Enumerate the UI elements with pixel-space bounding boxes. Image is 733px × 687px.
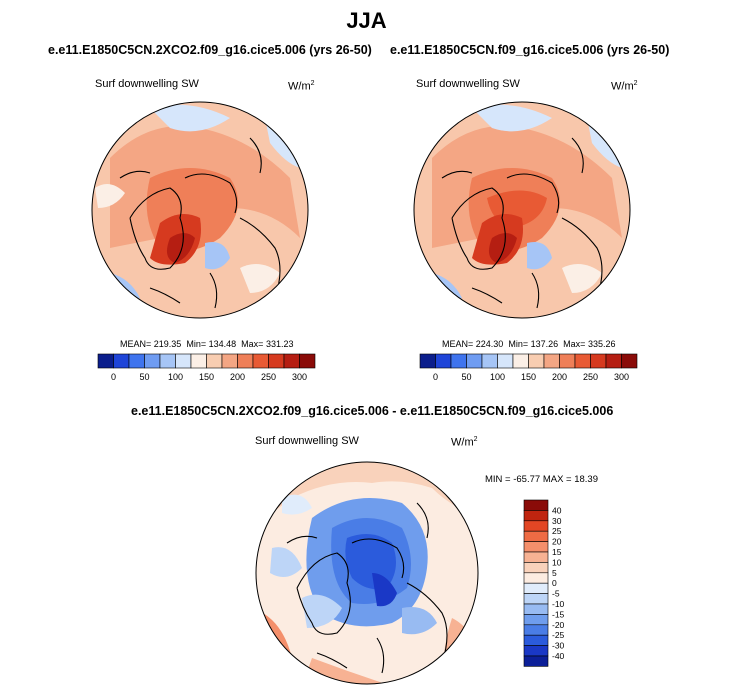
panel1-colorbar-cell [113, 353, 130, 369]
diff-colorbar-cell [523, 499, 549, 511]
diff-variable-label: Surf downwelling SW [255, 435, 359, 447]
diff-colorbar-tick-label: 0 [552, 578, 557, 588]
panel2-colorbar-cell [574, 353, 591, 369]
diff-colorbar-cell [523, 551, 549, 563]
diff-colorbar-tick-label: 15 [552, 547, 562, 557]
diff-colorbar-tick-label: -5 [552, 589, 560, 599]
panel1-colorbar-cell [97, 353, 114, 369]
panel1-units: W/m2 [288, 80, 315, 93]
diff-colorbar-cell [523, 634, 549, 646]
panel2-colorbar-tick-label: 150 [521, 372, 536, 382]
panel2-colorbar-tick-label: 200 [552, 372, 567, 382]
panel1-colorbar: 050100150200250300350 [97, 353, 316, 382]
panel2-colorbar-tick-label: 0 [433, 372, 438, 382]
panel2-case-title: e.e11.E1850C5CN.f09_g16.cice5.006 (yrs 2… [390, 43, 670, 57]
panel1-colorbar-tick-label: 50 [139, 372, 149, 382]
panel2-colorbar-cell [512, 353, 529, 369]
panel1-variable-label: Surf downwelling SW [95, 78, 199, 90]
diff-colorbar-tick-label: 40 [552, 505, 562, 515]
diff-colorbar-cell [523, 562, 549, 574]
diff-colorbar-cell [523, 520, 549, 532]
diff-colorbar-tick-label: 5 [552, 568, 557, 578]
diff-colorbar-tick-label: 10 [552, 557, 562, 567]
diff-colorbar-cell [523, 582, 549, 594]
diff-colorbar-cell [523, 614, 549, 626]
diff-colorbar-tick-label: -10 [552, 599, 565, 609]
diff-colorbar-tick-label: -15 [552, 609, 565, 619]
diff-colorbar-cell [523, 510, 549, 522]
diff-colorbar-tick-label: 30 [552, 516, 562, 526]
panel2-colorbar-cell [419, 353, 436, 369]
diff-stats: MIN = -65.77 MAX = 18.39 [485, 474, 599, 485]
panel2-units: W/m2 [611, 80, 638, 93]
panel1-colorbar-tick-label: 100 [168, 372, 183, 382]
panel2-colorbar-cell [450, 353, 467, 369]
panel1-colorbar-tick-label: 250 [261, 372, 276, 382]
diff-colorbar-tick-label: -30 [552, 641, 565, 651]
diff-colorbar-tick-label: 20 [552, 537, 562, 547]
panel2-colorbar-tick-label: 100 [490, 372, 505, 382]
panel2-colorbar-cell [543, 353, 560, 369]
panel2-colorbar-cell [559, 353, 576, 369]
panel1-colorbar-cell [159, 353, 176, 369]
diff-case-title: e.e11.E1850C5CN.2XCO2.f09_g16.cice5.006 … [131, 404, 614, 418]
diff-colorbar-cell [523, 572, 549, 584]
diff-colorbar-tick-label: 25 [552, 526, 562, 536]
panel2-colorbar-cell [590, 353, 607, 369]
diff-colorbar-tick-label: -25 [552, 630, 565, 640]
panel1-colorbar-cell [144, 353, 161, 369]
panel2-colorbar-cell [621, 353, 638, 369]
panel2-colorbar-tick-label: 50 [461, 372, 471, 382]
diff-colorbar-tick-label: -40 [552, 651, 565, 661]
diff-colorbar-cell [523, 655, 549, 667]
panel2-colorbar-cell [435, 353, 452, 369]
panel1-colorbar-tick-label: 300 [292, 372, 307, 382]
panel1-colorbar-tick-label: 0 [111, 372, 116, 382]
panel1-colorbar-cell [299, 353, 316, 369]
panel2-map [413, 101, 631, 319]
panel1-stats: MEAN= 219.35 Min= 134.48 Max= 331.23 [120, 339, 294, 349]
panel2-colorbar-cell [466, 353, 483, 369]
panel1-colorbar-cell [175, 353, 192, 369]
panel1-colorbar-cell [268, 353, 285, 369]
panel2-colorbar-tick-label: 300 [614, 372, 629, 382]
panel2-colorbar-cell [481, 353, 498, 369]
panel1-colorbar-cell [206, 353, 223, 369]
diff-colorbar-cell [523, 593, 549, 605]
page-title: JJA [346, 8, 387, 33]
panel2-colorbar-tick-label: 250 [583, 372, 598, 382]
panel1-colorbar-tick-label: 150 [199, 372, 214, 382]
panel2-colorbar-cell [497, 353, 514, 369]
panel2-variable-label: Surf downwelling SW [416, 78, 520, 90]
panel2-stats: MEAN= 224.30 Min= 137.26 Max= 335.26 [442, 339, 616, 349]
panel1-case-title: e.e11.E1850C5CN.2XCO2.f09_g16.cice5.006 … [48, 43, 372, 57]
panel2-colorbar-cell [528, 353, 545, 369]
panel1-colorbar-cell [237, 353, 254, 369]
diff-colorbar-cell [523, 624, 549, 636]
panel1-colorbar-tick-label: 200 [230, 372, 245, 382]
panel1-colorbar-cell [283, 353, 300, 369]
panel2-colorbar-cell [605, 353, 622, 369]
diff-colorbar-cell [523, 530, 549, 542]
diff-units: W/m2 [451, 436, 478, 449]
panel1-colorbar-cell [190, 353, 207, 369]
diff-colorbar-tick-label: -20 [552, 620, 565, 630]
panel1-map [91, 101, 309, 319]
panel1-colorbar-cell [252, 353, 269, 369]
diff-colorbar-cell [523, 603, 549, 615]
diff-colorbar-cell [523, 541, 549, 553]
panel1-colorbar-cell [128, 353, 145, 369]
panel2-colorbar: 050100150200250300350 [419, 353, 638, 382]
diff-map [255, 461, 479, 685]
diff-colorbar-cell [523, 645, 549, 657]
panel1-colorbar-cell [221, 353, 238, 369]
